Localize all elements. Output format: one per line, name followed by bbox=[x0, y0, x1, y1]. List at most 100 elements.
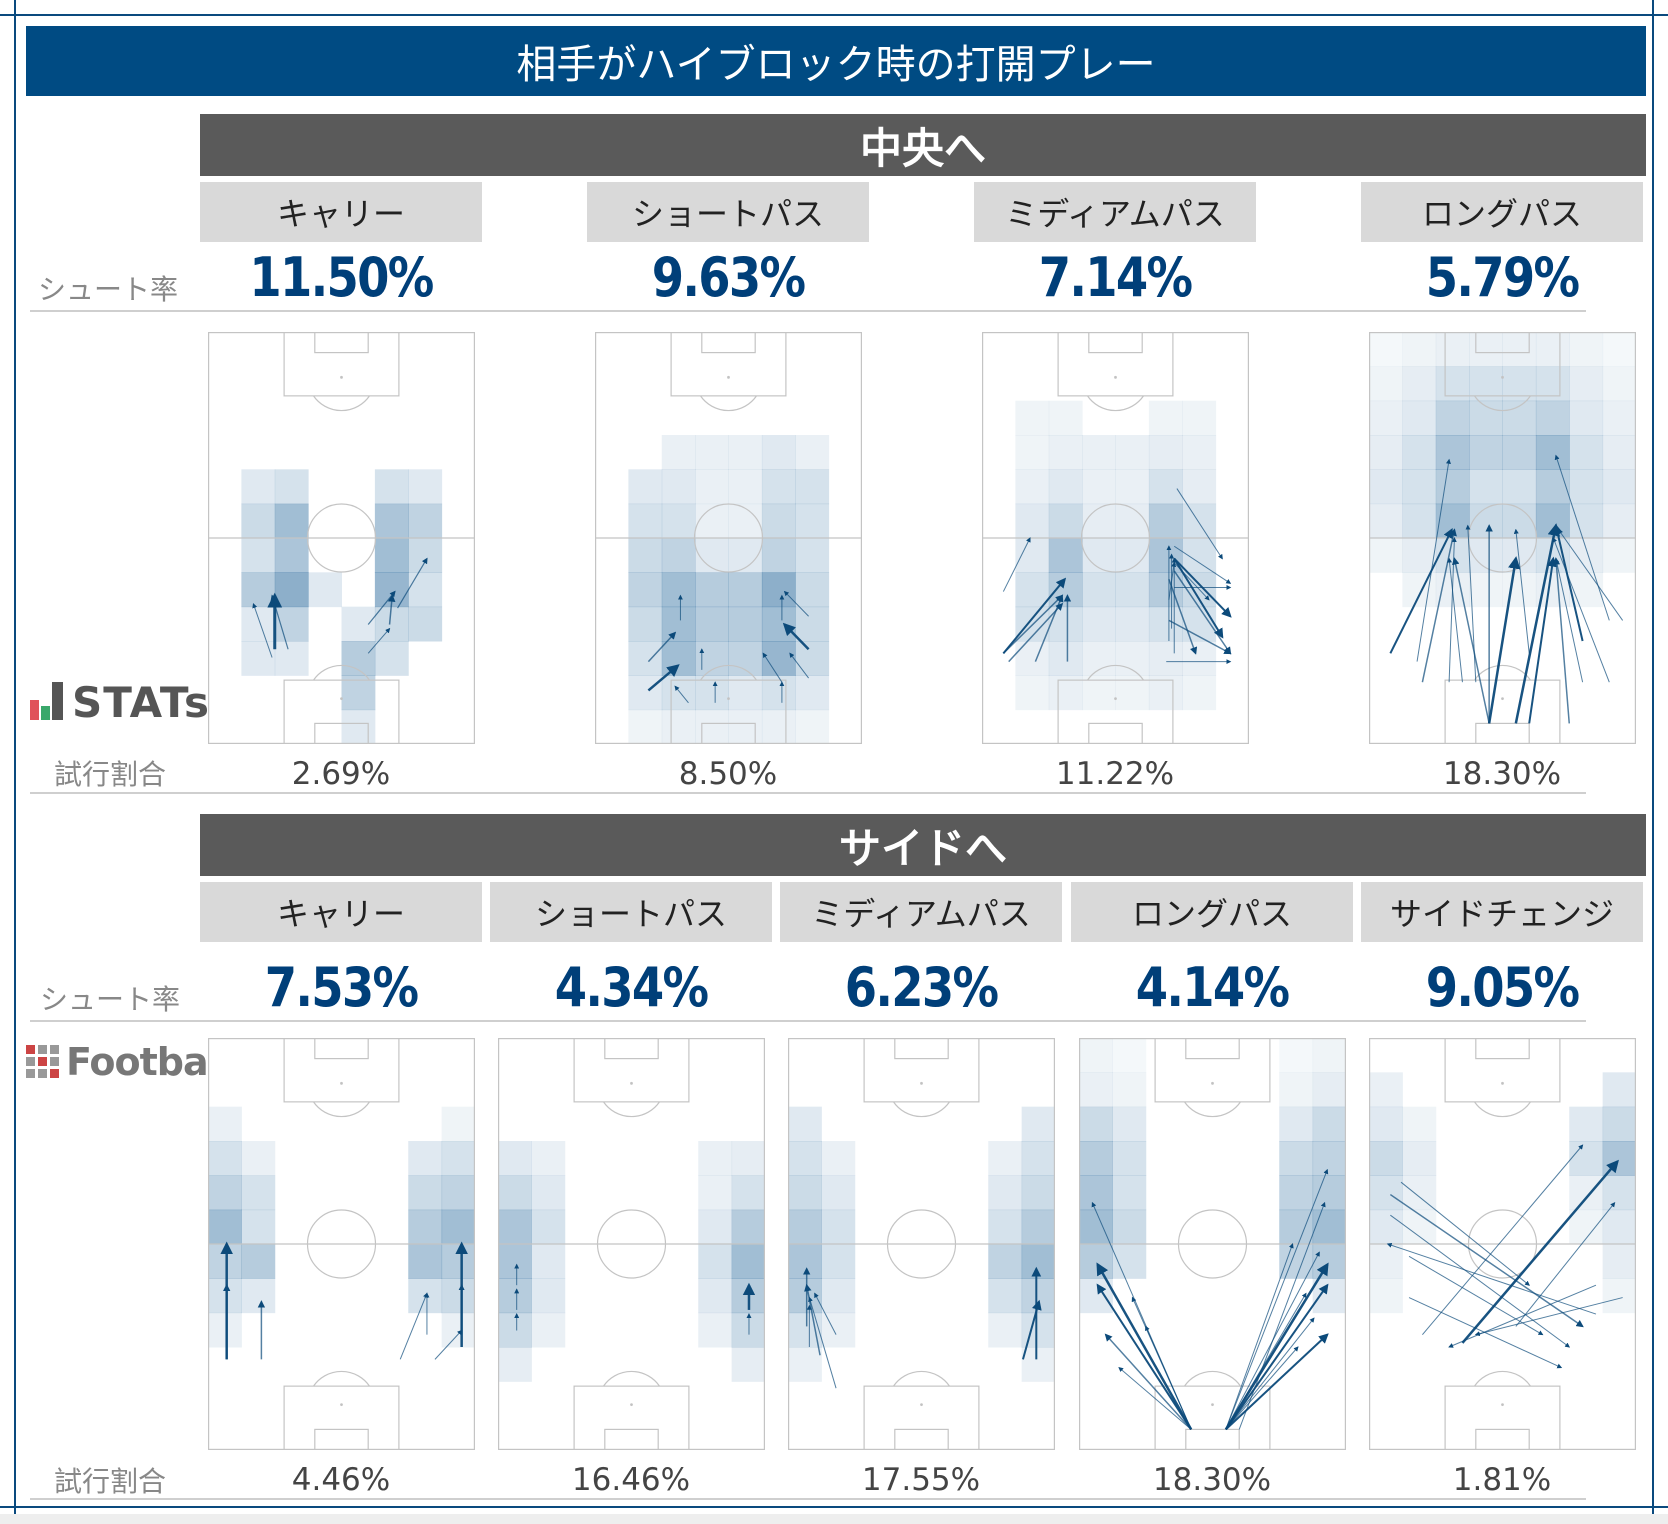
pitch-center-long-pass bbox=[1369, 332, 1636, 744]
section-header-center: 中央へ bbox=[200, 114, 1646, 176]
heat-cell bbox=[1469, 332, 1503, 367]
heat-cell bbox=[498, 1209, 532, 1245]
heat-cell bbox=[661, 606, 696, 642]
heat-cell bbox=[1602, 1106, 1636, 1142]
trial-ratio-label-center: 試行割合 bbox=[54, 758, 167, 791]
heat-cell bbox=[1115, 606, 1150, 642]
frame-bottom-line bbox=[0, 1506, 1668, 1508]
heat-cell bbox=[698, 1278, 733, 1314]
heat-cell bbox=[408, 469, 443, 505]
heat-cell bbox=[795, 641, 830, 676]
heat-cell bbox=[1015, 469, 1050, 505]
heat-cell bbox=[695, 503, 729, 539]
heat-cell bbox=[821, 1141, 856, 1176]
heat-cell bbox=[1312, 1038, 1346, 1073]
heat-cell bbox=[208, 1209, 242, 1245]
heat-cell bbox=[795, 469, 830, 505]
heat-cell bbox=[274, 572, 309, 608]
heat-cell bbox=[788, 1209, 822, 1245]
play-arrow bbox=[789, 652, 809, 679]
heat-cell bbox=[1015, 503, 1050, 539]
pitch-markings bbox=[208, 1038, 475, 1450]
heat-cell bbox=[374, 469, 409, 505]
play-arrow bbox=[1422, 1144, 1584, 1335]
heat-cell bbox=[761, 606, 796, 642]
play-arrow bbox=[1008, 602, 1064, 663]
play-arrow bbox=[782, 622, 810, 651]
heat-cell bbox=[1602, 1175, 1636, 1211]
pitch-center-short-pass bbox=[595, 332, 862, 744]
heat-cell bbox=[241, 606, 276, 642]
heat-cell bbox=[1502, 469, 1537, 505]
heat-cell bbox=[695, 606, 729, 642]
heat-cell bbox=[1079, 1106, 1113, 1142]
heat-cell bbox=[1535, 503, 1570, 539]
heat-cell bbox=[1082, 435, 1116, 470]
heat-cell bbox=[241, 572, 276, 608]
heat-cell bbox=[1402, 1175, 1437, 1211]
heat-cell bbox=[274, 503, 309, 539]
play-arrow bbox=[1002, 577, 1067, 654]
play-arrow bbox=[1225, 1317, 1315, 1430]
category-center-carry: キャリー bbox=[200, 182, 482, 242]
play-arrow bbox=[1002, 537, 1031, 592]
heat-cell bbox=[988, 1141, 1023, 1176]
heat-cell bbox=[761, 435, 796, 470]
heat-cell bbox=[628, 641, 663, 676]
heat-cell bbox=[1369, 366, 1403, 402]
heat-cell bbox=[1369, 1106, 1403, 1142]
heat-cell bbox=[795, 503, 830, 539]
heat-cell bbox=[208, 1106, 242, 1142]
heat-cell bbox=[1369, 400, 1403, 436]
heat-cell bbox=[1082, 538, 1116, 573]
play-arrow bbox=[1225, 1168, 1329, 1430]
heat-cell bbox=[1148, 538, 1183, 573]
play-arrow bbox=[647, 631, 677, 663]
heat-cell bbox=[661, 538, 696, 573]
heat-cell bbox=[761, 675, 796, 711]
section-header-side: サイドへ bbox=[200, 814, 1646, 876]
heat-cell bbox=[1602, 538, 1636, 573]
pitch-center-carry bbox=[208, 332, 475, 744]
pitch-side-short-pass bbox=[498, 1038, 765, 1450]
heat-cell bbox=[341, 709, 376, 744]
heat-cell bbox=[498, 1347, 532, 1382]
heat-cell bbox=[1021, 1175, 1055, 1211]
heat-cell bbox=[498, 1141, 532, 1176]
play-arrow bbox=[1513, 528, 1530, 654]
play-arrow bbox=[1447, 557, 1463, 683]
play-arrow bbox=[1554, 454, 1610, 621]
heat-cell bbox=[988, 1175, 1023, 1211]
heat-cell bbox=[1435, 469, 1470, 505]
trial-ratio-center-carry: 2.69% bbox=[291, 756, 391, 792]
play-arrow bbox=[1386, 1242, 1597, 1315]
heat-cell bbox=[628, 503, 663, 539]
heat-cell bbox=[1502, 435, 1537, 470]
heat-cell bbox=[531, 1141, 566, 1176]
play-arrow bbox=[1452, 557, 1490, 724]
heat-cell bbox=[1082, 641, 1116, 676]
trial-ratio-center-long-pass: 18.30% bbox=[1442, 756, 1562, 792]
heat-cell bbox=[1112, 1038, 1147, 1073]
heat-cell bbox=[1279, 1038, 1314, 1073]
heat-cell bbox=[1402, 435, 1437, 470]
heat-cell bbox=[1312, 1209, 1346, 1245]
heat-cell bbox=[1048, 400, 1083, 436]
heat-cell bbox=[274, 538, 309, 573]
heat-cell bbox=[1369, 1278, 1403, 1314]
heat-cell bbox=[1015, 675, 1050, 711]
heat-cell bbox=[1535, 400, 1570, 436]
heat-cell bbox=[728, 469, 763, 505]
heat-cell bbox=[1569, 435, 1604, 470]
stats-logo: STATs bbox=[30, 678, 210, 727]
play-arrow bbox=[1238, 1201, 1326, 1430]
heat-cell bbox=[1021, 1209, 1055, 1245]
heat-cell bbox=[761, 641, 796, 676]
shoot-rate-side-side-change: 9.05% bbox=[1425, 956, 1580, 1019]
play-arrow bbox=[1389, 527, 1453, 654]
shoot-rate-side-medium-pass: 6.23% bbox=[844, 956, 999, 1019]
heat-cell bbox=[1048, 572, 1083, 608]
heat-cell bbox=[1112, 1106, 1147, 1142]
play-arrow bbox=[1173, 570, 1232, 655]
heat-cell bbox=[988, 1312, 1023, 1348]
